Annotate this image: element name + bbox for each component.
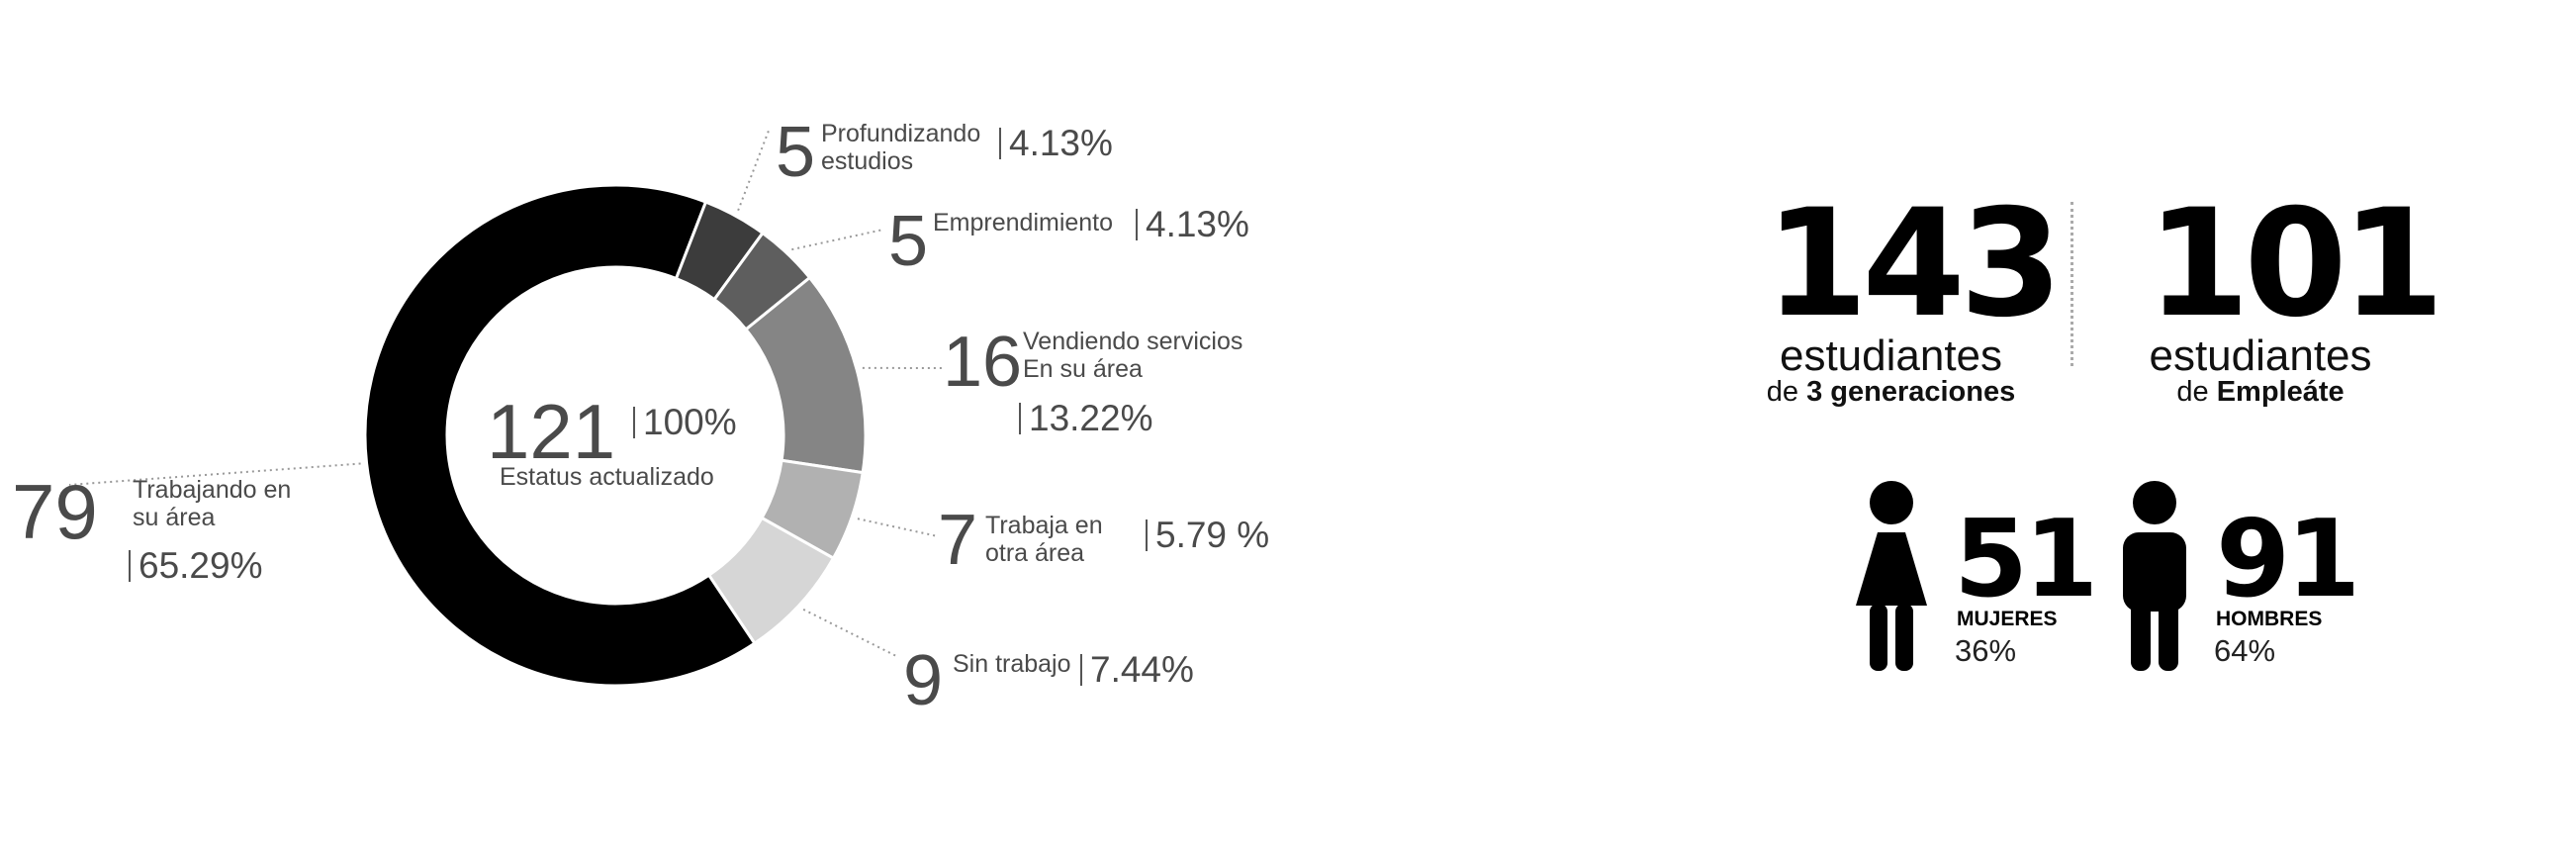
leader-line xyxy=(803,610,898,657)
leader-line xyxy=(738,131,769,211)
stat-students: 143 estudiantes de 3 generaciones xyxy=(1765,190,2017,407)
empleate-line1: estudiantes xyxy=(2147,334,2374,378)
woman-icon xyxy=(1852,479,1931,677)
students-line1: estudiantes xyxy=(1765,334,2017,378)
slice-label-percent: 5.79 % xyxy=(1146,517,1269,553)
slice-label-text: Sin trabajo xyxy=(953,651,1071,679)
slice-label-count: 79 xyxy=(12,473,98,550)
students-line2: de 3 generaciones xyxy=(1765,378,2017,407)
slice-label-count: 7 xyxy=(938,505,977,576)
slice-label-percent: 65.29% xyxy=(129,547,263,584)
slice-label-percent: 7.44% xyxy=(1080,651,1194,688)
slice-label-count: 5 xyxy=(888,206,928,277)
total-percent: 100% xyxy=(633,404,737,440)
total-label: Estatus actualizado xyxy=(500,463,714,492)
men-label: HOMBRES xyxy=(2216,608,2322,631)
women-percent: 36% xyxy=(1955,633,2016,669)
stat-empleate: 101 estudiantes de Empleáte xyxy=(2147,190,2374,407)
slice-label-text: Emprendimiento xyxy=(933,210,1113,237)
students-number: 143 xyxy=(1765,190,2017,338)
men-percent: 64% xyxy=(2214,633,2275,669)
slice-label-count: 16 xyxy=(943,327,1022,398)
empleate-line2: de Empleáte xyxy=(2147,378,2374,407)
slice-label-text: Profundizando estudios xyxy=(821,121,980,175)
slice-label-count: 5 xyxy=(776,117,815,188)
total-count: 121 xyxy=(487,393,615,470)
slice-label-percent: 13.22% xyxy=(1019,400,1153,436)
slice-label-count: 9 xyxy=(903,645,943,716)
women-label: MUJERES xyxy=(1957,608,2058,631)
man-icon xyxy=(2115,479,2194,677)
leader-line xyxy=(858,519,938,536)
slice-label-percent: 4.13% xyxy=(999,125,1113,161)
slice-label-text: Trabajando en su área xyxy=(133,477,291,531)
stats-divider xyxy=(2070,202,2073,366)
leader-line xyxy=(791,230,883,249)
slice-label-text: Trabaja en otra área xyxy=(985,513,1103,567)
women-number: 51 xyxy=(1954,507,2094,613)
slice-label-percent: 4.13% xyxy=(1136,206,1249,242)
men-number: 91 xyxy=(2216,507,2356,613)
empleate-number: 101 xyxy=(2147,190,2374,338)
slice-label-text: Vendiendo servicios En su área xyxy=(1023,329,1242,383)
